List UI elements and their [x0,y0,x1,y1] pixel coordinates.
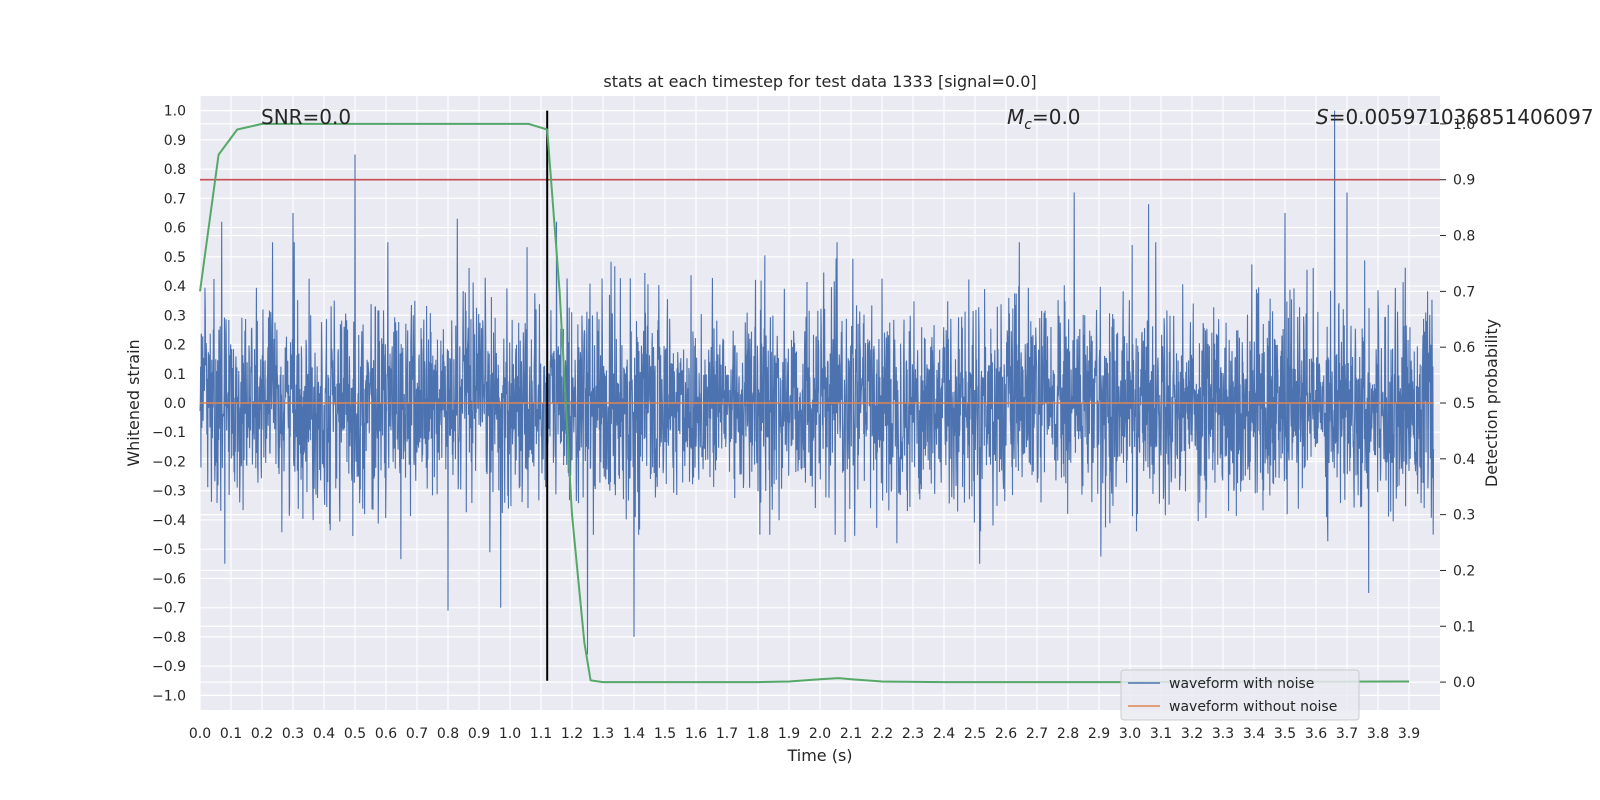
annotation-mc: Mc=0.0 [1007,105,1081,133]
y-tick-label-left: 0.1 [164,367,186,383]
x-tick-label: 3.4 [1243,726,1265,742]
x-tick-label: 2.0 [809,726,831,742]
x-tick-label: 0.1 [220,726,242,742]
x-tick-label: 3.6 [1305,726,1327,742]
x-tick-label: 2.5 [964,726,986,742]
x-tick-label: 2.1 [840,726,862,742]
y-tick-label-right: 1.0 [1453,117,1475,133]
x-tick-label: 1.4 [623,726,645,742]
legend: waveform with noise waveform without noi… [1120,669,1360,721]
y-tick-label-right: 0.2 [1453,563,1475,579]
y-tick-label-left: −0.7 [152,601,186,617]
y-axis-label-left: Whitened strain [124,339,143,466]
x-tick-label: 0.9 [468,726,490,742]
annotation-mc-subscript: c [1024,117,1032,133]
y-tick-label-left: 0.4 [164,279,186,295]
legend-label-noise: waveform with noise [1169,676,1314,692]
y-tick-label-left: 0.2 [164,338,186,354]
annotation-mc-symbol: M [1007,105,1024,129]
legend-label-clean: waveform without noise [1169,699,1337,715]
x-ticks: 0.0 0.1 0.2 0.3 0.4 0.5 0.6 0.7 0.8 0.9 1.0 1.1 1.2 1… [189,726,1420,742]
series-waveform-with-noise [199,110,1435,655]
x-tick-label: 2.8 [1057,726,1079,742]
y-tick-label-right: 0.0 [1453,675,1475,691]
y-tick-label-left: −0.1 [152,425,186,441]
y-tick-label-left: −0.3 [152,484,186,500]
series-detection-probability [199,122,1410,684]
x-tick-label: 3.0 [1119,726,1141,742]
noise-line [199,110,1435,655]
x-tick-label: 0.8 [437,726,459,742]
annotation-s-symbol: S [1316,105,1329,129]
y-tick-label-left: −1.0 [152,688,186,704]
y-tick-label-left: −0.5 [152,542,186,558]
y-tick-label-left: 0.8 [164,162,186,178]
x-tick-label: 3.8 [1367,726,1389,742]
y-tick-label-right: 0.7 [1453,284,1475,300]
y-tick-label-right: 0.6 [1453,340,1475,356]
y-tick-label-left: −0.6 [152,571,186,587]
x-tick-label: 0.3 [282,726,304,742]
x-tick-label: 1.8 [747,726,769,742]
x-tick-label: 3.5 [1274,726,1296,742]
x-tick-label: 1.7 [716,726,738,742]
y-axis-label-right: Detection probability [1482,319,1501,487]
y-tick-label-left: 0.7 [164,191,186,207]
y-tick-label-right: 0.3 [1453,508,1475,524]
x-tick-label: 3.3 [1212,726,1234,742]
y-tick-label-left: 0.6 [164,221,186,237]
y-tick-label-right: 0.4 [1453,452,1475,468]
x-tick-label: 0.0 [189,726,211,742]
y-tick-label-left: 0.9 [164,133,186,149]
y-tick-label-right: 0.8 [1453,229,1475,245]
y-tick-label-left: 0.5 [164,250,186,266]
x-tick-label: 1.0 [499,726,521,742]
y-tick-label-left: −0.9 [152,659,186,675]
x-tick-label: 2.3 [902,726,924,742]
x-tick-label: 0.2 [251,726,273,742]
x-tick-label: 1.1 [530,726,552,742]
x-tick-label: 3.1 [1150,726,1172,742]
y-tick-label-left: −0.2 [152,454,186,470]
x-tick-label: 1.2 [561,726,583,742]
x-tick-label: 2.7 [1026,726,1048,742]
y-tick-label-right: 0.1 [1453,619,1475,635]
x-tick-label: 0.4 [313,726,335,742]
x-tick-label: 2.4 [933,726,955,742]
y-ticks-left: 1.0 0.9 0.8 0.7 0.6 0.5 0.4 0.3 0.2 0.1 0.0 −0.1 −0.… [152,104,186,705]
legend-box [1120,669,1360,721]
y-tick-label-left: 0.3 [164,308,186,324]
x-tick-label: 0.5 [344,726,366,742]
x-tick-label: 2.9 [1088,726,1110,742]
y-tick-label-right: 0.5 [1453,396,1475,412]
x-tick-label: 0.7 [406,726,428,742]
chart-title: stats at each timestep for test data 133… [603,72,1036,91]
annotation-s: S=0.005971036851406097 [1316,105,1594,129]
x-tick-label: 1.6 [685,726,707,742]
x-tick-label: 0.6 [375,726,397,742]
x-tick-label: 2.2 [871,726,893,742]
x-tick-label: 1.3 [592,726,614,742]
y-ticks-right: 1.0 0.9 0.8 0.7 0.6 0.5 0.4 0.3 0.2 0.1 0.0 [1440,117,1475,691]
annotation-s-value: =0.005971036851406097 [1329,105,1594,129]
annotation-snr: SNR=0.0 [261,105,351,129]
x-tick-label: 3.9 [1398,726,1420,742]
x-tick-label: 1.5 [654,726,676,742]
y-tick-label-left: −0.8 [152,630,186,646]
probability-line [199,122,1410,684]
y-tick-label-left: −0.4 [152,513,186,529]
x-axis-label: Time (s) [786,746,852,765]
annotation-mc-value: =0.0 [1032,105,1081,129]
y-tick-label-left: 0.0 [164,396,186,412]
x-tick-label: 1.9 [778,726,800,742]
x-tick-label: 2.6 [995,726,1017,742]
y-tick-label-right: 0.9 [1453,173,1475,189]
x-tick-label: 3.7 [1336,726,1358,742]
y-tick-label-left: 1.0 [164,104,186,120]
x-tick-label: 3.2 [1181,726,1203,742]
